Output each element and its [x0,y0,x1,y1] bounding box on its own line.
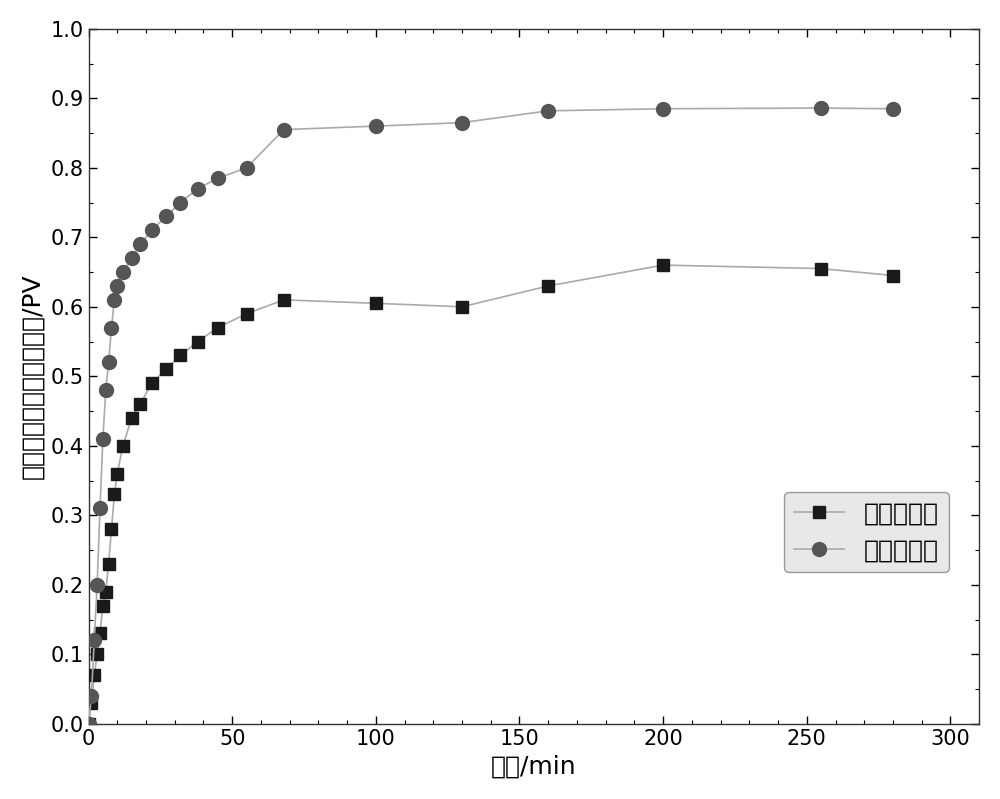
润湿翻转后 [887,104,899,113]
润湿反转前 [105,524,117,534]
润湿反转前 [542,281,554,291]
润湿反转前 [111,469,123,479]
润湿翻转后 [103,358,115,368]
润湿翻转后 [117,267,129,276]
润湿翻转后 [370,121,382,131]
润湿翻转后 [542,106,554,116]
润湿翻转后 [97,434,109,443]
润湿反转前 [94,629,106,638]
润湿反转前 [108,490,120,499]
润湿翻转后 [241,163,253,173]
润湿翻转后 [91,580,103,590]
润湿反转前 [657,260,669,270]
润湿翻转后 [108,295,120,304]
润湿反转前 [370,299,382,308]
润湿反转前 [887,271,899,280]
润湿反转前 [815,264,827,273]
润湿翻转后 [94,503,106,513]
Legend: 润湿反转前, 润湿翻转后: 润湿反转前, 润湿翻转后 [784,491,949,572]
润湿翻转后 [111,281,123,291]
润湿反转前 [83,719,95,729]
润湿反转前 [126,413,138,423]
润湿反转前 [160,364,172,374]
润湿翻转后 [134,240,146,249]
润湿反转前 [146,379,158,388]
润湿翻转后 [83,719,95,729]
润湿翻转后 [657,104,669,113]
润湿翻转后 [126,253,138,263]
润湿翻转后 [456,118,468,128]
润湿反转前 [103,559,115,569]
润湿反转前 [134,400,146,409]
润湿翻转后 [146,225,158,235]
润湿反转前 [91,650,103,659]
润湿反转前 [97,601,109,610]
润湿反转前 [100,587,112,597]
润湿翻转后 [174,198,186,208]
润湿反转前 [117,441,129,451]
润湿翻转后 [85,691,97,701]
润湿反转前 [192,336,204,346]
润湿翻转后 [160,212,172,221]
润湿翻转后 [100,385,112,395]
Line: 润湿反转前: 润湿反转前 [82,259,899,730]
Line: 润湿翻转后: 润湿翻转后 [82,101,900,731]
润湿反转前 [88,670,100,680]
润湿翻转后 [278,125,290,134]
X-axis label: 时间/min: 时间/min [491,754,577,778]
Y-axis label: 累积驱出的地层水的体积/PV: 累积驱出的地层水的体积/PV [21,273,45,479]
润湿翻转后 [815,103,827,113]
润湿反转前 [174,351,186,360]
润湿翻转后 [105,323,117,332]
润湿翻转后 [88,635,100,645]
润湿翻转后 [212,173,224,183]
润湿反转前 [278,295,290,304]
润湿反转前 [212,323,224,332]
润湿反转前 [85,698,97,708]
润湿反转前 [241,309,253,319]
润湿翻转后 [192,184,204,193]
润湿反转前 [456,302,468,312]
